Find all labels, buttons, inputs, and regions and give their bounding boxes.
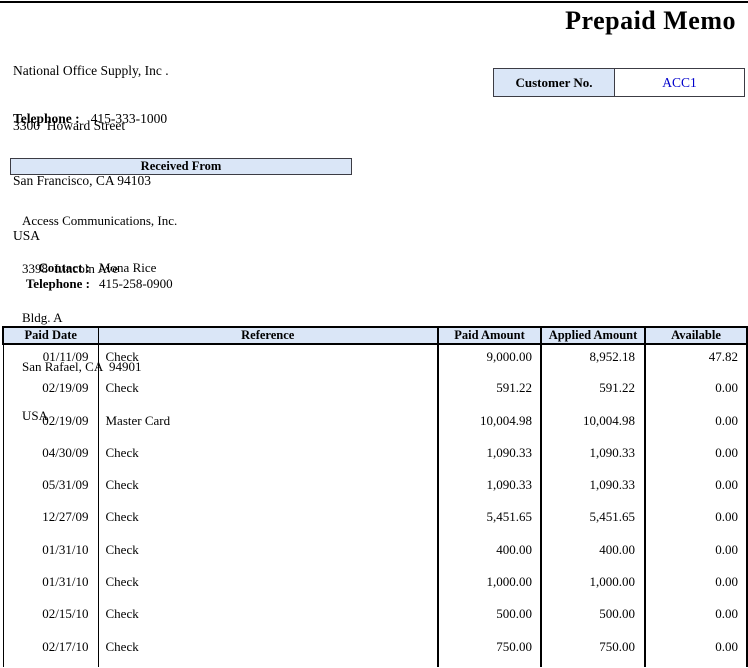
table-row: 01/31/10 Check 1,000.00 1,000.00 0.00 (2, 570, 748, 603)
available-cell: 0.00 (645, 537, 748, 571)
paid-amount-header: Paid Amount (438, 326, 542, 345)
telephone-label: Telephone : (13, 111, 80, 126)
contact-value: Mona Rice (99, 260, 157, 275)
received-from-telephone-row: Telephone : 415-258-0900 (8, 276, 173, 292)
reference-cell: Check (98, 537, 439, 571)
table-row: 05/31/09 Check 1,090.33 1,090.33 0.00 (2, 473, 748, 506)
table-row: 02/17/10 Check 750.00 750.00 0.00 (2, 634, 748, 667)
table-body: 01/11/09 Check 9,000.00 8,952.18 47.82 02/19/… (2, 344, 748, 667)
telephone-label: Telephone : (25, 276, 90, 291)
contact-label: Contact : (38, 260, 90, 275)
received-from-address-line: Bldg. A (22, 310, 63, 326)
available-cell: 0.00 (645, 440, 748, 474)
paid-date-cell: 12/27/09 (2, 505, 99, 538)
paid-date-cell: 02/19/09 (2, 376, 99, 409)
applied-amount-cell: 400.00 (541, 537, 646, 571)
telephone-value: 415-333-1000 (90, 111, 168, 126)
table-row: 02/19/09 Master Card 10,004.98 10,004.98 0.0… (2, 408, 748, 441)
paid-date-cell: 02/15/10 (2, 602, 99, 635)
prepaid-payments-table: Paid Date Reference Paid Amount Applied … (2, 326, 748, 667)
contact-row: Contact : Mona Rice (8, 260, 156, 276)
applied-amount-cell: 750.00 (541, 634, 646, 667)
applied-amount-cell: 1,090.33 (541, 440, 646, 474)
paid-date-cell: 01/31/10 (2, 570, 99, 603)
reference-cell: Check (98, 473, 439, 506)
customer-no-box: Customer No. ACC1 (493, 68, 745, 97)
available-cell: 0.00 (645, 570, 748, 603)
paid-date-cell: 01/31/10 (2, 537, 99, 571)
customer-no-label: Customer No. (494, 69, 615, 96)
available-cell: 47.82 (645, 344, 748, 377)
available-cell: 0.00 (645, 505, 748, 538)
reference-header: Reference (98, 326, 439, 345)
paid-date-header: Paid Date (2, 326, 99, 345)
reference-cell: Check (98, 344, 439, 377)
table-row: 12/27/09 Check 5,451.65 5,451.65 0.00 (2, 505, 748, 538)
page-title: Prepaid Memo (565, 6, 736, 35)
paid-date-cell: 01/11/09 (2, 344, 99, 377)
available-cell: 0.00 (645, 473, 748, 506)
paid-amount-cell: 1,090.33 (438, 473, 542, 506)
available-cell: 0.00 (645, 634, 748, 667)
page-top-rule (0, 1, 748, 3)
applied-amount-cell: 1,090.33 (541, 473, 646, 506)
received-from-header: Received From (10, 158, 352, 175)
paid-amount-cell: 1,090.33 (438, 440, 542, 474)
available-cell: 0.00 (645, 408, 748, 441)
company-address-line: San Francisco, CA 94103 (13, 173, 151, 189)
reference-cell: Check (98, 376, 439, 409)
reference-cell: Check (98, 634, 439, 667)
applied-amount-cell: 5,451.65 (541, 505, 646, 538)
paid-date-cell: 02/19/09 (2, 408, 99, 441)
applied-amount-cell: 1,000.00 (541, 570, 646, 603)
applied-amount-cell: 500.00 (541, 602, 646, 635)
applied-amount-header: Applied Amount (541, 326, 646, 345)
table-row: 04/30/09 Check 1,090.33 1,090.33 0.00 (2, 440, 748, 474)
company-address-block: National Office Supply, Inc . 3300 Howar… (13, 25, 169, 283)
received-from-address-line: 3398 Lincoln Ave (22, 261, 119, 277)
paid-date-cell: 05/31/09 (2, 473, 99, 506)
customer-no-value: ACC1 (662, 74, 697, 90)
company-address-line: USA (13, 228, 41, 244)
paid-date-cell: 02/17/10 (2, 634, 99, 667)
applied-amount-cell: 8,952.18 (541, 344, 646, 377)
telephone-value: 415-258-0900 (99, 276, 173, 291)
paid-date-cell: 04/30/09 (2, 440, 99, 474)
reference-cell: Check (98, 570, 439, 603)
applied-amount-cell: 591.22 (541, 376, 646, 409)
available-cell: 0.00 (645, 602, 748, 635)
company-telephone-row: Telephone : 415-333-1000 (13, 111, 167, 127)
paid-amount-cell: 5,451.65 (438, 505, 542, 538)
reference-cell: Master Card (98, 408, 439, 441)
paid-amount-cell: 400.00 (438, 537, 542, 571)
table-row: 02/15/10 Check 500.00 500.00 0.00 (2, 602, 748, 635)
received-from-name: Access Communications, Inc. (22, 212, 178, 228)
paid-amount-cell: 591.22 (438, 376, 542, 409)
reference-cell: Check (98, 602, 439, 635)
reference-cell: Check (98, 440, 439, 474)
paid-amount-cell: 1,000.00 (438, 570, 542, 603)
paid-amount-cell: 750.00 (438, 634, 542, 667)
applied-amount-cell: 10,004.98 (541, 408, 646, 441)
company-name: National Office Supply, Inc . (13, 62, 169, 78)
paid-amount-cell: 9,000.00 (438, 344, 542, 377)
paid-amount-cell: 10,004.98 (438, 408, 542, 441)
table-row: 01/11/09 Check 9,000.00 8,952.18 47.82 (2, 344, 748, 377)
available-cell: 0.00 (645, 376, 748, 409)
table-row: 01/31/10 Check 400.00 400.00 0.00 (2, 537, 748, 571)
available-header: Available (645, 326, 748, 345)
table-header-row: Paid Date Reference Paid Amount Applied … (2, 326, 748, 345)
company-address-line: 3300 Howard Street (13, 118, 126, 134)
paid-amount-cell: 500.00 (438, 602, 542, 635)
table-row: 02/19/09 Check 591.22 591.22 0.00 (2, 376, 748, 409)
reference-cell: Check (98, 505, 439, 538)
